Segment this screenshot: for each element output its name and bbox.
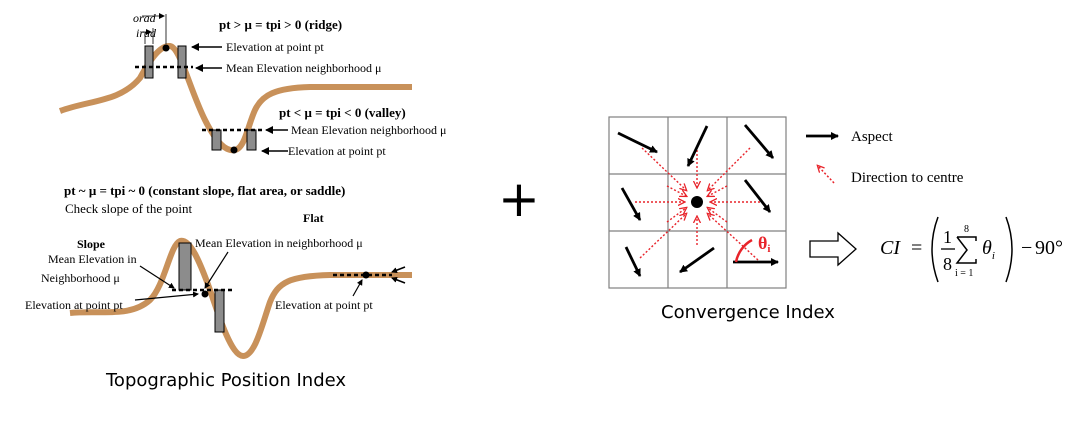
- ci-grid: θi: [608, 116, 787, 289]
- aspect-arrow-n: [686, 125, 709, 167]
- theta-label: θi: [758, 233, 770, 255]
- irad-label: irad: [136, 26, 157, 40]
- ci-legend: Aspect Direction to centre: [806, 129, 964, 186]
- valley-mean-label: Mean Elevation neighborhood μ: [291, 123, 446, 137]
- constant-equation: pt ~ μ = tpi ~ 0 (constant slope, flat a…: [64, 183, 345, 198]
- dir-arrow-nw: [641, 147, 686, 190]
- implies-arrow: [809, 231, 857, 267]
- tpi-top-panel: orad irad pt > μ = tpi > 0 (ridge) Eleva…: [58, 11, 446, 158]
- dir-arrow-extra-2: [708, 185, 728, 196]
- slope-elev-label: Elevation at point pt: [25, 298, 123, 312]
- dir-arrow-extra-1: [666, 185, 686, 196]
- plus-sign: +: [498, 170, 540, 228]
- formula-den: 8: [943, 254, 952, 274]
- dir-arrow-ne: [708, 147, 751, 190]
- tpi-bottom-panel: Flat Slope Mean Elevation in Neighborhoo…: [25, 211, 412, 360]
- valley-bar-right: [246, 129, 257, 151]
- formula-lhs: CI: [880, 237, 901, 259]
- valley-elev-label: Elevation at point pt: [288, 144, 386, 158]
- aspect-arrow-s: [679, 246, 715, 274]
- ridge-point: [162, 44, 170, 52]
- check-slope-text: Check slope of the point: [65, 201, 192, 216]
- aspect-arrow-e: [743, 179, 772, 213]
- legend-direction-arrow: [818, 166, 835, 184]
- theta-arc: [734, 238, 753, 263]
- valley-equation: pt < μ = tpi < 0 (valley): [279, 105, 406, 120]
- tpi-caption: Topographic Position Index: [105, 370, 346, 391]
- formula-paren-right: [1005, 216, 1013, 283]
- formula-num: 1: [943, 227, 952, 247]
- slope-point: [201, 290, 209, 298]
- elev-point-label: Elevation at point pt: [226, 40, 324, 54]
- formula-equals: =: [911, 237, 922, 259]
- legend-direction-label: Direction to centre: [851, 170, 964, 186]
- slope-label: Slope: [77, 237, 106, 251]
- legend-aspect-label: Aspect: [851, 129, 893, 145]
- aspect-arrow-w: [620, 187, 642, 221]
- flat-arrow-lower: [391, 276, 406, 284]
- dir-arrow-extra-3: [666, 208, 686, 223]
- slope-mean-label-2: Neighborhood μ: [41, 271, 120, 285]
- flat-label: Flat: [303, 211, 324, 225]
- slope-bar-upper: [178, 242, 192, 291]
- ci-formula: CI = 1 8 8 i = 1 θi − 90°: [880, 216, 1063, 283]
- formula-sum-bottom: i = 1: [955, 268, 973, 279]
- aspect-arrows: [617, 124, 779, 277]
- aspect-arrow-sw: [624, 246, 642, 277]
- formula-degrees: 90°: [1035, 237, 1063, 259]
- ridge-bar-right: [177, 45, 187, 79]
- aspect-arrow-nw: [617, 131, 658, 154]
- ci-centre-point: [691, 196, 703, 208]
- ridge-equation: pt > μ = tpi > 0 (ridge): [219, 17, 342, 32]
- flat-arrow-upper: [391, 266, 406, 274]
- valley-bar-left: [211, 129, 222, 151]
- ridge-bar-left: [144, 45, 154, 79]
- flat-point: [362, 271, 370, 279]
- formula-minus: −: [1021, 237, 1032, 259]
- ci-caption: Convergence Index: [661, 302, 835, 323]
- aspect-arrow-ne: [743, 124, 775, 159]
- slope-mean-label-1: Mean Elevation in: [48, 252, 137, 266]
- formula-paren-left: [931, 216, 939, 283]
- neighborhood-mean-label: Mean Elevation in neighborhood μ: [195, 236, 363, 250]
- formula-sum-top: 8: [964, 224, 969, 235]
- orad-label: orad: [133, 11, 157, 25]
- formula-sigma: [955, 236, 977, 264]
- flat-elev-label: Elevation at point pt: [275, 298, 373, 312]
- valley-point: [230, 146, 238, 154]
- neighborhood-mean-arrow: [204, 251, 229, 289]
- slope-bar-lower: [214, 289, 225, 333]
- flat-elev-arrow: [352, 279, 363, 297]
- slope-elev-arrow: [134, 291, 199, 301]
- dir-arrow-se: [708, 214, 759, 261]
- direction-arrows: [635, 147, 760, 261]
- slope-mean-arrow: [139, 265, 175, 289]
- dir-arrow-sw: [639, 214, 686, 259]
- mean-elev-label: Mean Elevation neighborhood μ: [226, 61, 381, 75]
- terrain-profile-top: [58, 43, 412, 154]
- dir-arrow-extra-4: [708, 208, 728, 223]
- ci-grid-border: [608, 116, 787, 289]
- formula-theta: θi: [982, 237, 995, 262]
